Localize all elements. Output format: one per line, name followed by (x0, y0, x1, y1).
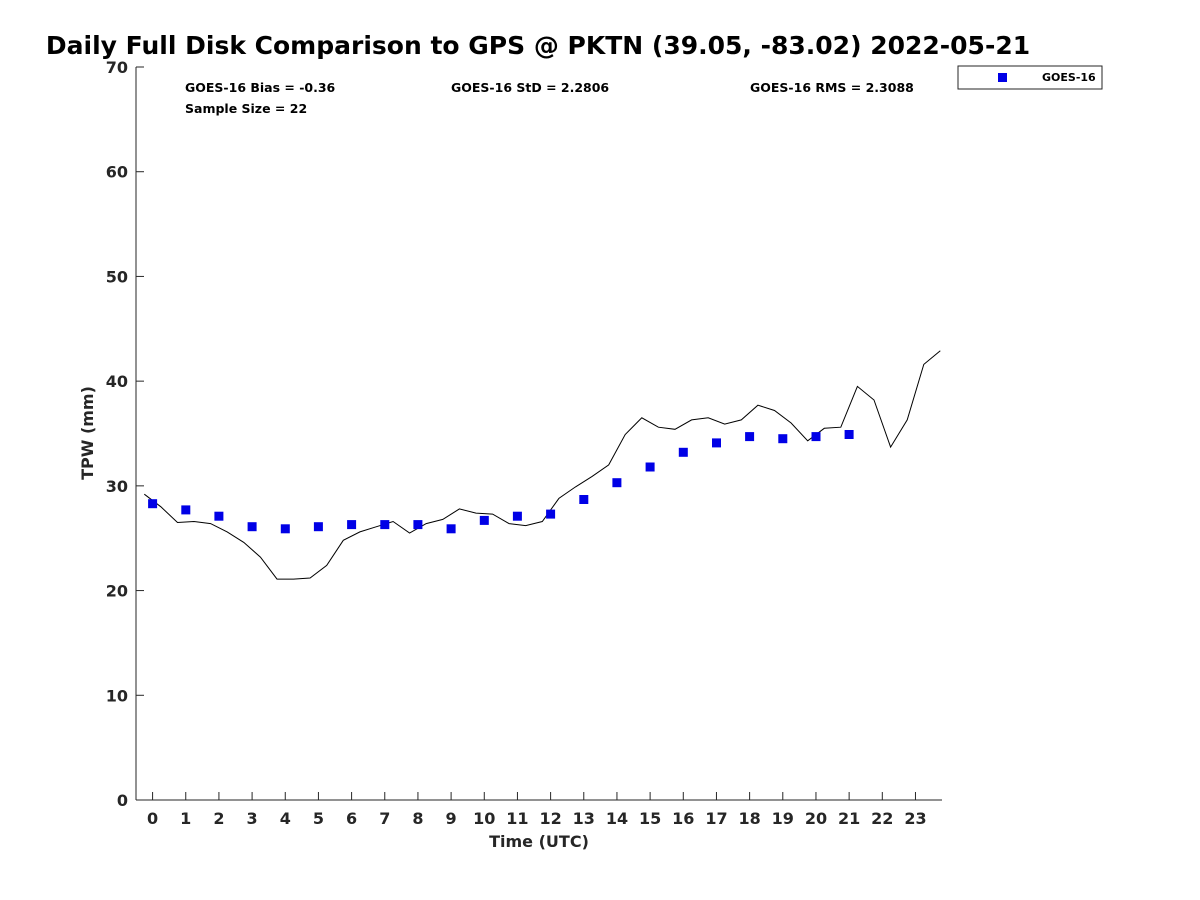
x-tick-label: 2 (213, 809, 224, 828)
x-tick-label: 12 (539, 809, 561, 828)
x-tick-label: 4 (280, 809, 291, 828)
y-tick-label: 60 (106, 163, 128, 182)
goes16-point (313, 522, 323, 532)
y-tick-label: 10 (106, 686, 128, 705)
legend-label-goes16: GOES-16 (1042, 71, 1096, 84)
x-tick-label: 7 (379, 809, 390, 828)
goes16-point (745, 432, 755, 442)
goes16-point (546, 509, 556, 519)
goes16-point (347, 520, 357, 530)
y-ticks: 0 10 20 30 40 50 60 70 (106, 58, 144, 810)
goes16-point (181, 505, 191, 515)
goes16-point (214, 511, 224, 521)
y-tick-label: 40 (106, 372, 128, 391)
x-tick-label: 17 (705, 809, 727, 828)
y-tick-label: 70 (106, 58, 128, 77)
goes16-point (247, 522, 257, 532)
x-tick-label: 5 (313, 809, 324, 828)
y-tick-label: 20 (106, 582, 128, 601)
goes16-point (645, 462, 655, 472)
x-tick-label: 6 (346, 809, 357, 828)
goes16-point (612, 478, 622, 488)
x-tick-label: 18 (738, 809, 760, 828)
bias-annotation: GOES-16 Bias = -0.36 (185, 80, 336, 95)
x-tick-label: 8 (412, 809, 423, 828)
x-ticks: 0 1 2 3 4 5 6 7 8 9 10 11 12 13 14 15 16 17 18 19 20 21 22 23 (147, 792, 927, 828)
x-tick-label: 13 (573, 809, 595, 828)
x-tick-label: 20 (805, 809, 827, 828)
y-tick-label: 30 (106, 477, 128, 496)
legend: GOES-16 (957, 65, 1103, 90)
goes16-point (512, 511, 522, 521)
goes16-scatter-points (148, 430, 854, 534)
goes16-point (280, 524, 290, 534)
x-tick-label: 11 (506, 809, 528, 828)
goes16-point (579, 495, 589, 504)
goes16-point (148, 499, 158, 509)
x-tick-label: 21 (838, 809, 860, 828)
x-tick-label: 0 (147, 809, 158, 828)
chart-title: Daily Full Disk Comparison to GPS @ PKTN… (46, 31, 1030, 60)
x-tick-label: 15 (639, 809, 661, 828)
legend-marker-goes16 (998, 73, 1007, 82)
x-tick-label: 19 (772, 809, 794, 828)
rms-annotation: GOES-16 RMS = 2.3088 (750, 80, 914, 95)
goes16-point (778, 434, 788, 444)
sample-size-annotation: Sample Size = 22 (185, 101, 307, 116)
goes16-point (712, 438, 721, 448)
x-axis-label: Time (UTC) (489, 832, 589, 851)
goes16-point (413, 520, 423, 530)
goes16-point (811, 432, 821, 442)
y-axis-label: TPW (mm) (78, 386, 97, 480)
x-tick-label: 22 (871, 809, 893, 828)
goes16-point (844, 430, 854, 439)
goes16-point (380, 520, 390, 530)
x-tick-label: 3 (247, 809, 258, 828)
x-tick-label: 16 (672, 809, 694, 828)
goes16-point (479, 515, 489, 525)
x-tick-label: 23 (904, 809, 926, 828)
x-tick-label: 9 (446, 809, 457, 828)
std-annotation: GOES-16 StD = 2.2806 (451, 80, 609, 95)
x-tick-label: 1 (180, 809, 191, 828)
x-tick-label: 14 (606, 809, 628, 828)
y-tick-label: 0 (117, 791, 128, 810)
goes16-point (678, 447, 688, 457)
legend-box (957, 65, 1103, 90)
y-tick-label: 50 (106, 267, 128, 286)
goes16-point (446, 524, 456, 534)
x-tick-label: 10 (473, 809, 495, 828)
gps-series-line (143, 350, 941, 580)
